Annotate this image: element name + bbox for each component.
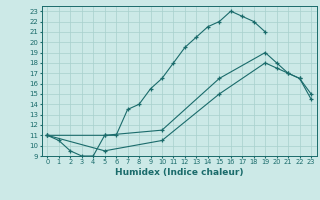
X-axis label: Humidex (Indice chaleur): Humidex (Indice chaleur) bbox=[115, 168, 244, 177]
